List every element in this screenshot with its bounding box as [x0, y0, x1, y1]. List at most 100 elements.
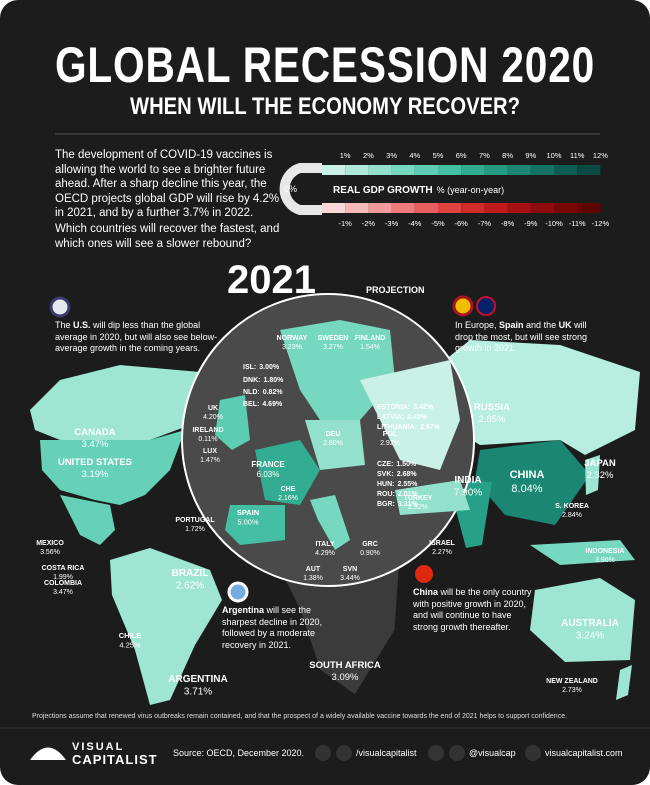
country-name: AUT [306, 566, 321, 573]
legend-negative-label: -12% [592, 219, 610, 228]
country-name: LITHUANIA: [377, 424, 417, 431]
country-value: 2.62% [176, 581, 204, 592]
callout-text: and the [523, 320, 559, 330]
country-value: 2.16% [278, 495, 298, 502]
legend-negative-label: -4% [408, 219, 422, 228]
youtube-handle[interactable]: /visualcapitalist [356, 748, 417, 758]
country-value: 2.32% [587, 470, 614, 481]
country-label: SVK: 2.68% [377, 471, 417, 478]
legend-negative-cell [484, 203, 508, 213]
legend-scale: 1% 2% 3% 4% 5% 6% 7% 8% 9% 10% 11% 12%-1% -2% -3% -4% -… [322, 151, 609, 228]
legend-negative-label: -6% [455, 219, 469, 228]
country-label: ESTONIA: 3.42% [377, 404, 434, 411]
country-value: 3.27% [323, 344, 343, 351]
russia [440, 340, 640, 455]
footnote: Projections assume that renewed virus ou… [32, 713, 567, 720]
legend-negative-cell [322, 203, 346, 213]
country-label: LATVIA: 2.40% [377, 414, 428, 421]
country-value: 3.00% [259, 364, 280, 371]
country-value: 3.47% [53, 589, 73, 596]
legend-label-main: REAL GDP GROWTH [333, 185, 433, 196]
australia [530, 578, 635, 662]
legend-negative-label: -3% [385, 219, 399, 228]
country-name: SVN [343, 566, 357, 573]
country-name: SPAIN [237, 508, 259, 517]
legend-negative-cell [530, 203, 554, 213]
country-name: NORWAY [277, 335, 308, 342]
country-name: ROU: [377, 491, 395, 498]
instagram-icon[interactable] [449, 745, 465, 761]
china-callout: China will be the only country with posi… [413, 587, 533, 633]
eastern-europe [360, 360, 460, 470]
youtube-icon[interactable] [336, 745, 352, 761]
legend-negative-label: -9% [524, 219, 538, 228]
country-name: CANADA [74, 427, 115, 438]
subtitle: WHEN WILL THE ECONOMY RECOVER? [130, 93, 520, 120]
callout-bold: UK [558, 320, 572, 330]
country-value: 3.96% [595, 557, 615, 564]
country-value: 0.82% [263, 389, 284, 396]
legend-bracket [279, 163, 322, 215]
us-callout: The U.S. will dip less than the global a… [55, 320, 225, 355]
country-value: 2.92% [380, 440, 400, 447]
website[interactable]: visualcapitalist.com [545, 748, 623, 758]
legend-positive-label: 4% [409, 151, 420, 160]
country-name: JAPAN [584, 458, 616, 469]
country-name: MEXICO [36, 540, 64, 547]
legend-positive-cell [507, 165, 531, 175]
legend-positive-label: 3% [386, 151, 397, 160]
country-name: CHINA [510, 469, 545, 481]
legend-negative-cell [368, 203, 392, 213]
country-name: CHILE [119, 631, 142, 640]
callout-text: In Europe, [455, 320, 500, 330]
country-value: 1.38% [303, 575, 323, 582]
italy [310, 495, 350, 550]
country-value: 3.71% [184, 687, 212, 698]
country-value: 4.29% [315, 550, 335, 557]
social-handle[interactable]: @visualcap [469, 748, 516, 758]
country-name: AUSTRALIA [561, 618, 619, 629]
legend-positive-cell [461, 165, 485, 175]
country-name: ISL: [243, 364, 256, 371]
legend-positive-cell [391, 165, 415, 175]
country-name: CHE [281, 486, 296, 493]
legend-negative-label: -7% [478, 219, 492, 228]
indonesia [530, 540, 635, 565]
legend-negative-cell [507, 203, 531, 213]
country-value: 2.80% [323, 440, 343, 447]
country-label: LITHUANIA: 2.67% [377, 424, 441, 431]
legend-positive-label: 5% [433, 151, 444, 160]
country-value: 2.84% [562, 512, 582, 519]
country-name: SVK: [377, 471, 394, 478]
country-name: LUX [203, 448, 217, 455]
country-name: UNITED STATES [58, 457, 132, 468]
country-name: NEW ZEALAND [546, 678, 598, 685]
country-value: 2.40% [407, 414, 428, 421]
country-name: BEL: [243, 401, 259, 408]
uk [215, 395, 250, 450]
legend-positive-label: 1% [340, 151, 351, 160]
twitter-icon[interactable] [428, 745, 444, 761]
callout-text: will drop the most, but will see strong … [455, 320, 588, 353]
country-value: 1.50% [396, 461, 417, 468]
country-value: 4.20% [203, 414, 223, 421]
country-value: 4.25% [119, 640, 141, 649]
legend-positive-label: 10% [546, 151, 561, 160]
canada [30, 365, 215, 440]
country-value: 7.90% [454, 488, 482, 499]
web-icon[interactable] [525, 745, 541, 761]
argentina-flag [227, 581, 249, 603]
country-name: ISRAEL [429, 540, 455, 547]
legend-positive-label: 9% [525, 151, 536, 160]
country-value: 0.11% [198, 436, 217, 443]
country-value: 5.00% [237, 517, 259, 526]
nordics [280, 320, 395, 420]
legend-positive-label: 11% [570, 151, 585, 160]
legend-positive-label: 12% [593, 151, 608, 160]
facebook-icon[interactable] [315, 745, 331, 761]
country-name: LATVIA: [377, 414, 404, 421]
new-zealand [616, 665, 632, 700]
country-name: COLOMBIA [44, 580, 82, 587]
logo-mark [30, 747, 66, 760]
